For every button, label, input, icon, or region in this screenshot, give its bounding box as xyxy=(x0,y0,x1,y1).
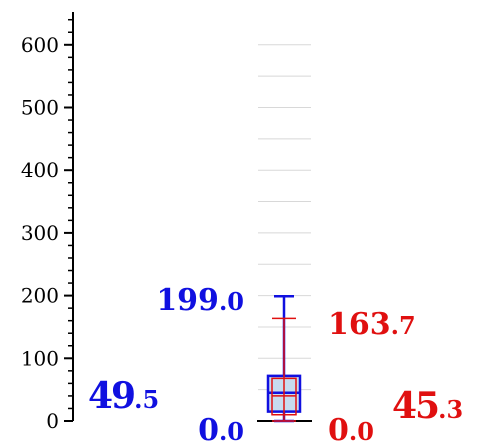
y-tick-label: 400 xyxy=(21,158,59,182)
y-tick-label: 500 xyxy=(21,96,59,120)
annotations: 199.0 163.7 0.0 0.0 49.5 45.3 xyxy=(88,283,463,445)
box-plots xyxy=(257,294,312,423)
red-mean-label: 45.3 xyxy=(392,385,463,427)
grid-lines xyxy=(258,44,311,391)
y-tick-label: 600 xyxy=(21,33,59,57)
y-tick-label: 0 xyxy=(46,409,59,433)
y-tick-label: 300 xyxy=(21,221,59,245)
y-tick-label: 100 xyxy=(21,346,59,370)
red-max-label: 163.7 xyxy=(328,307,416,342)
blue-max-label: 199.0 xyxy=(156,283,244,318)
red-min-label: 0.0 xyxy=(328,413,374,445)
blue-mean-label: 49.5 xyxy=(88,375,159,417)
blue-min-label: 0.0 xyxy=(198,413,244,445)
y-tick-label: 200 xyxy=(21,284,59,308)
y-axis: 0 100 200 300 400 500 600 xyxy=(21,12,74,433)
